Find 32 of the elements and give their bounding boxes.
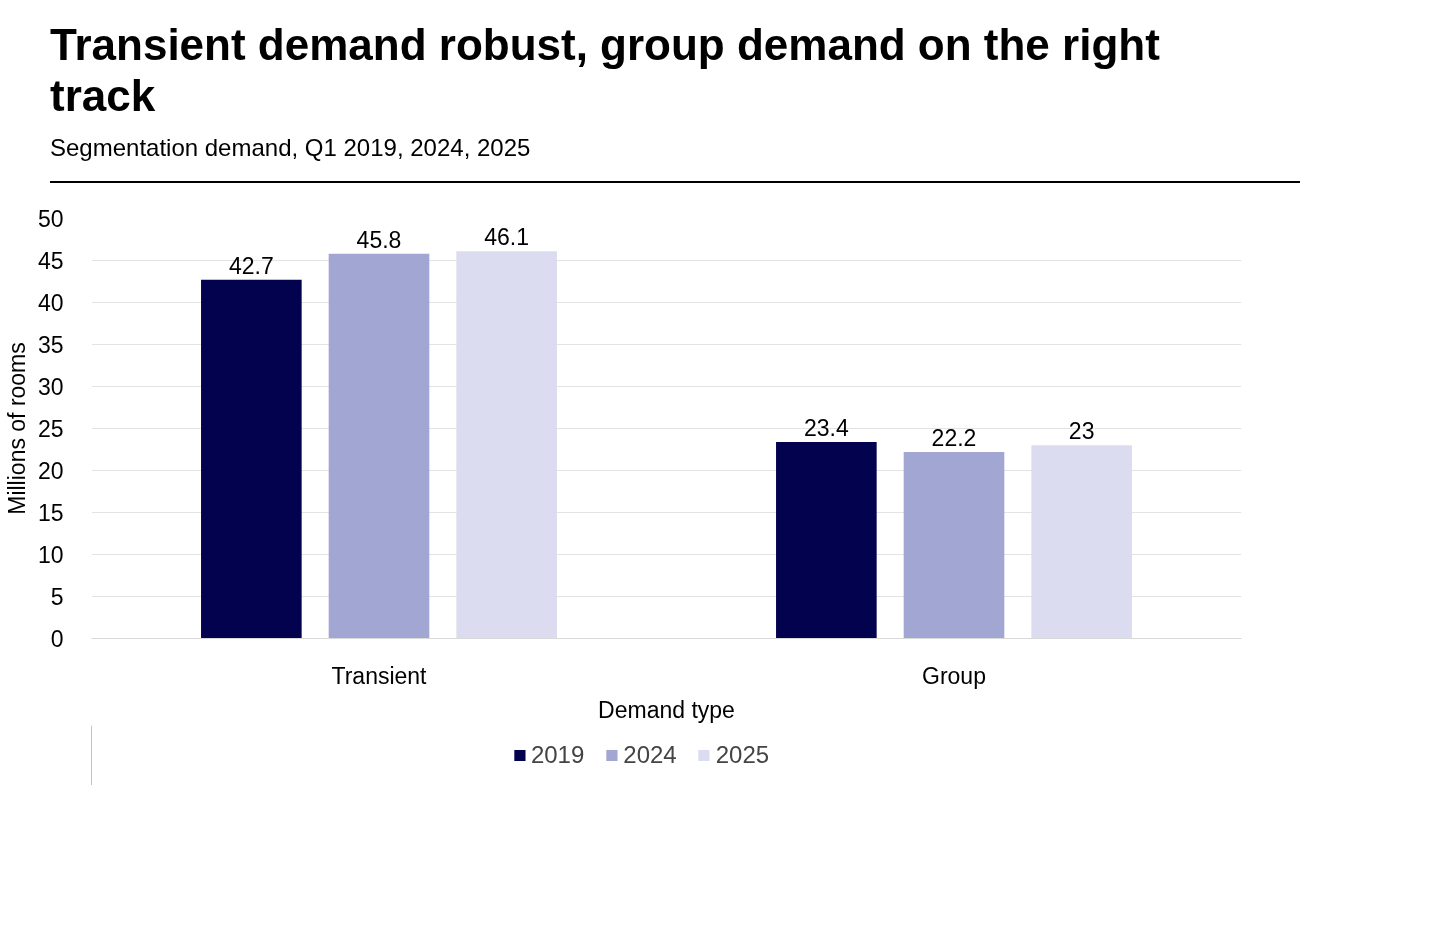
- x-axis-title: Demand type: [598, 696, 735, 723]
- y-tick-label: 5: [50, 584, 64, 611]
- data-label: 23: [1068, 418, 1095, 445]
- bar: [201, 280, 302, 639]
- x-tick-label: Group: [922, 662, 986, 689]
- legend-label: 2019: [530, 741, 585, 770]
- y-tick-label: 20: [37, 458, 64, 485]
- y-tick-label: 40: [37, 290, 64, 317]
- y-tick-label: 10: [37, 542, 64, 569]
- data-label: 23.4: [803, 415, 849, 442]
- bar: [328, 254, 430, 639]
- data-label: 46.1: [484, 224, 530, 251]
- y-tick-label: 15: [37, 500, 64, 527]
- x-tick-label: Transient: [331, 662, 428, 689]
- y-tick-label: 0: [50, 626, 64, 653]
- y-tick-label: 45: [37, 248, 64, 275]
- data-label: 45.8: [356, 227, 402, 254]
- chart-title: Transient demand robust, group demand on the right track: [50, 20, 1161, 122]
- legend-label: 2024: [623, 741, 677, 770]
- y-tick-label: 35: [37, 332, 64, 359]
- bar: [903, 452, 1005, 639]
- data-label: 22.2: [931, 425, 977, 452]
- bar: [776, 442, 877, 639]
- y-tick-label: 30: [37, 374, 64, 401]
- bar: [456, 251, 557, 639]
- y-axis-title: Millions of rooms: [3, 342, 30, 516]
- data-label: 42.7: [228, 253, 274, 280]
- bar: [1031, 445, 1132, 639]
- legend-label: 2025: [715, 741, 770, 770]
- y-tick-label: 50: [37, 206, 64, 233]
- y-tick-label: 25: [37, 416, 64, 443]
- chart-subtitle: Segmentation demand, Q1 2019, 2024, 2025: [50, 133, 531, 164]
